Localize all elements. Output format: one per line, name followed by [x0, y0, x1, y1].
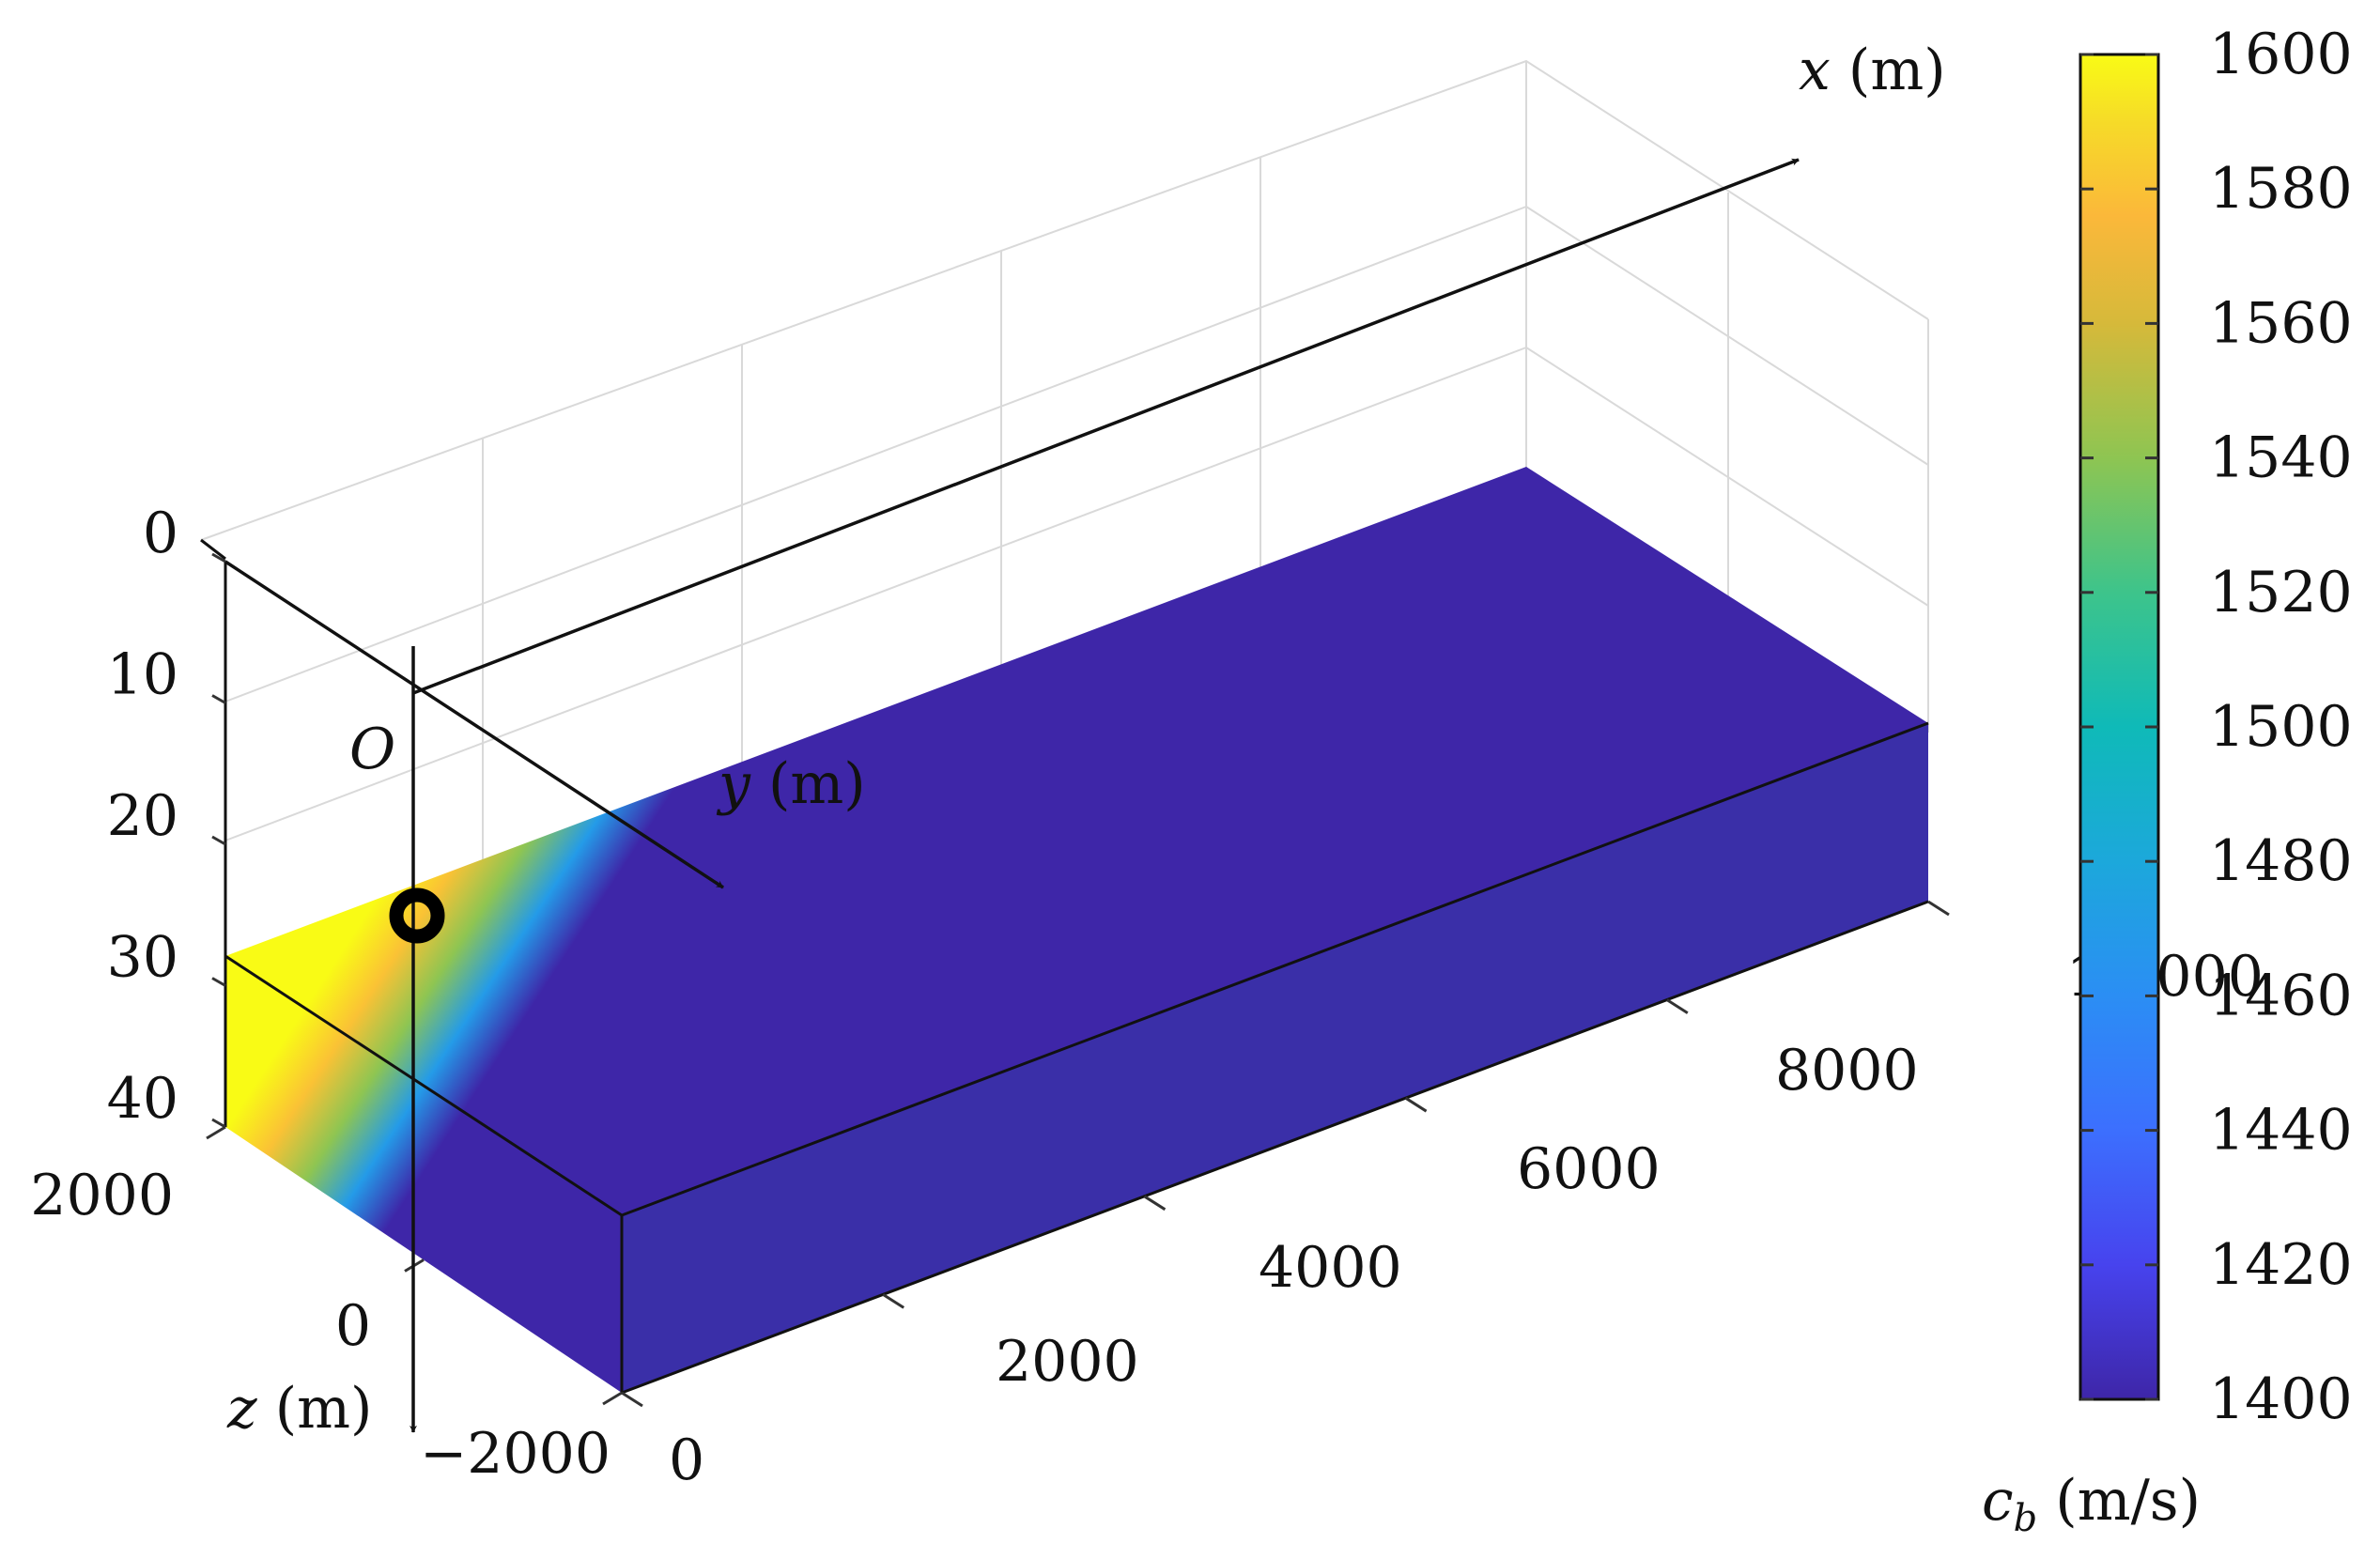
colorbar-tick-label: 1460 — [2209, 963, 2353, 1028]
x-tick-label: 0 — [669, 1428, 704, 1493]
coordinate-arrows — [224, 158, 1800, 1433]
z-tick-labels: 0 10 20 30 40 — [107, 501, 178, 1132]
x-tick — [1143, 1195, 1167, 1212]
colorbar-tick-label: 1580 — [2209, 156, 2353, 222]
axes — [200, 538, 1950, 1408]
z-tick — [211, 835, 226, 846]
x-tick — [1404, 1096, 1428, 1113]
x-tick — [1927, 900, 1950, 917]
x-arrow — [412, 158, 1800, 695]
x-tick — [621, 1391, 643, 1408]
z-axis-label: z (m) — [226, 1376, 372, 1442]
z-tick — [211, 552, 226, 563]
z-tick-label: 20 — [107, 783, 178, 849]
z-tick-label: 0 — [143, 501, 178, 566]
box-top-face — [225, 467, 1928, 1215]
z-tick — [211, 977, 226, 987]
colorbar-label-unit: (m/s) — [2037, 1468, 2201, 1534]
origin-label: O — [349, 717, 395, 782]
y-arrow — [224, 560, 724, 889]
y-tick — [206, 1125, 226, 1140]
x-tick-marks — [621, 900, 1950, 1408]
x-tick — [1665, 998, 1689, 1014]
y-axis-label-unit: (m) — [750, 751, 866, 817]
y-axis-label: y (m) — [716, 751, 866, 817]
grid-h4 — [1525, 347, 1929, 607]
colorbar-tick-labels: 1600 1580 1560 1540 1520 1500 1480 1460 1440 1420… — [2209, 22, 2353, 1432]
colorbar-label: cb (m/s) — [1982, 1468, 2201, 1540]
z-tick — [211, 694, 226, 704]
y-tick-label: 2000 — [30, 1163, 174, 1228]
y-tick-label: 0 — [335, 1293, 371, 1359]
z-axis-label-var: z — [226, 1376, 257, 1442]
box-front-face — [225, 956, 622, 1393]
colorbar-tick-label: 1560 — [2209, 290, 2353, 356]
colorbar-tick-label: 1520 — [2209, 560, 2353, 625]
z-axis-label-unit: (m) — [257, 1376, 373, 1442]
colorbar-tick-label: 1400 — [2209, 1366, 2353, 1432]
x-axis-label-unit: (m) — [1831, 38, 1946, 103]
z-tick-marks — [211, 552, 226, 1129]
x-tick-label: 8000 — [1775, 1038, 1919, 1104]
source-ring-marker — [389, 888, 445, 944]
x-axis-label-var: x — [1799, 38, 1831, 103]
box-side-face — [622, 723, 1928, 1393]
grid-panes — [200, 59, 1929, 1068]
colorbar-tick-label: 1600 — [2209, 22, 2353, 87]
x-axis-label: x (m) — [1799, 38, 1946, 103]
box — [224, 467, 1929, 1396]
colorbar-label-sub: b — [2014, 1497, 2038, 1540]
y-tick-labels: −2000 0 2000 — [30, 1163, 610, 1487]
grid-h3 — [1525, 206, 1929, 466]
z-tick-label: 40 — [107, 1066, 178, 1132]
y-tick — [602, 1391, 623, 1406]
grid-back-top-edge — [200, 59, 1929, 541]
colorbar: 1600 1580 1560 1540 1520 1500 1480 1460 1440 1420… — [1982, 22, 2353, 1540]
colorbar-tick-label: 1440 — [2209, 1098, 2353, 1164]
colorbar-tick-label: 1540 — [2209, 425, 2353, 491]
x-tick-label: 6000 — [1517, 1136, 1661, 1202]
x-tick-label: 2000 — [996, 1329, 1139, 1395]
colorbar-tick-label: 1420 — [2209, 1232, 2353, 1298]
x-tick — [882, 1293, 905, 1309]
colorbar-tick-label: 1500 — [2209, 694, 2353, 760]
z-tick-label: 10 — [107, 642, 178, 708]
colorbar-tick-label: 1480 — [2209, 828, 2353, 894]
y-axis-label-var: y — [716, 751, 751, 817]
x-tick-label: 4000 — [1259, 1235, 1402, 1301]
y-tick-label: −2000 — [420, 1421, 610, 1487]
colorbar-label-var: c — [1982, 1468, 2014, 1534]
y-axis-base — [200, 538, 226, 561]
grid-h1 — [224, 206, 1527, 702]
colorbar-tick-marks — [2080, 53, 2158, 1401]
grid-h2 — [224, 347, 1527, 841]
z-tick — [211, 1118, 226, 1129]
z-tick-label: 30 — [107, 925, 178, 991]
